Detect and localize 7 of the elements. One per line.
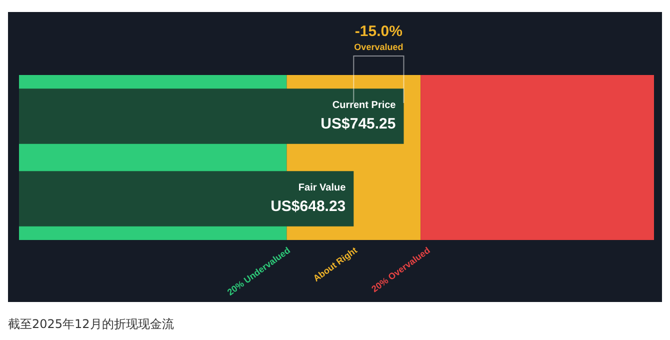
data-label: US$745.25 <box>320 115 396 132</box>
text: 截至2025年12月的折现现金流 <box>8 316 174 333</box>
data-label: US$648.23 <box>270 198 346 215</box>
chart-title: -15.0% <box>354 23 402 40</box>
y-tick-label: Current Price <box>332 100 396 111</box>
chart-subtitle: Overvalued <box>354 42 404 52</box>
y-tick-label: Fair Value <box>298 182 346 194</box>
